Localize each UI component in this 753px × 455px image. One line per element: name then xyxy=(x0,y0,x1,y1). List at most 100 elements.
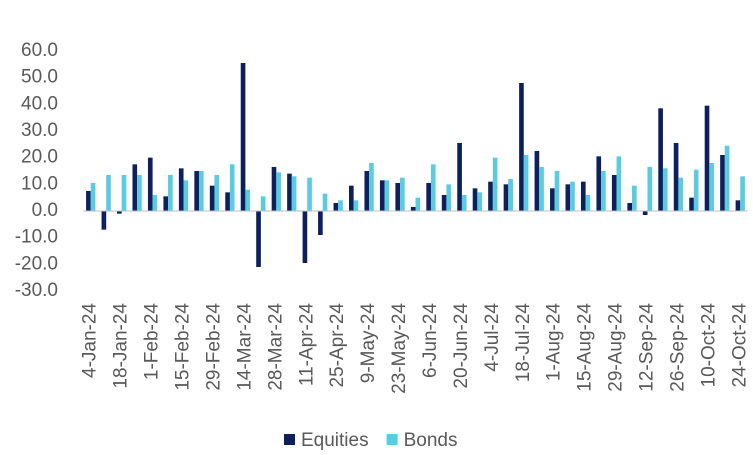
x-tick-label: 28-Mar-24 xyxy=(265,303,286,391)
x-tick-label: 29-Aug-24 xyxy=(606,303,627,392)
bar xyxy=(550,188,555,211)
bar xyxy=(554,171,560,211)
x-tick-label: 14-Mar-24 xyxy=(234,303,255,391)
x-tick-label: 1-Aug-24 xyxy=(544,303,565,382)
bar xyxy=(632,185,637,211)
y-tick-label: 50.0 xyxy=(21,67,58,88)
y-tick-label: 40.0 xyxy=(21,93,58,114)
bar xyxy=(488,181,493,211)
bar xyxy=(508,179,513,211)
bar xyxy=(472,188,478,211)
bar xyxy=(291,176,297,211)
bar xyxy=(627,203,633,211)
bar xyxy=(492,157,498,211)
bar xyxy=(580,181,586,211)
y-tick-label: 10.0 xyxy=(21,173,58,194)
x-tick-label: 6-Jun-24 xyxy=(420,303,441,378)
legend-swatch xyxy=(284,434,295,445)
bar xyxy=(322,193,328,211)
legend-swatch xyxy=(386,434,398,445)
x-tick-label: 20-Jun-24 xyxy=(451,303,472,389)
bar xyxy=(338,200,343,211)
bar xyxy=(302,211,308,263)
bar xyxy=(106,175,111,211)
bar xyxy=(214,175,220,211)
bar xyxy=(240,63,246,211)
x-tick-label: 15-Feb-24 xyxy=(173,303,194,391)
x-tick-label: 23-May-24 xyxy=(389,303,410,394)
legend-label: Bonds xyxy=(404,430,458,451)
y-tick-label: 0.0 xyxy=(32,200,58,221)
x-tick-label: 26-Sep-24 xyxy=(667,303,688,392)
bar xyxy=(271,167,277,211)
bar xyxy=(611,175,617,211)
y-tick-label: -10.0 xyxy=(15,227,58,248)
bar xyxy=(724,145,730,211)
x-tick-label: 25-Apr-24 xyxy=(327,303,348,388)
bar xyxy=(519,83,524,211)
bar xyxy=(693,169,699,211)
bar xyxy=(90,183,96,211)
bar xyxy=(642,211,648,215)
bar xyxy=(539,167,544,211)
x-tick-label: 4-Jul-24 xyxy=(482,303,503,372)
bar xyxy=(353,200,359,211)
bar xyxy=(720,155,725,211)
bar xyxy=(318,211,323,235)
bar xyxy=(415,197,421,211)
bar xyxy=(596,156,602,211)
bar xyxy=(132,164,138,211)
x-tick-label: 1-Feb-24 xyxy=(142,303,163,381)
bar xyxy=(245,189,251,211)
bar xyxy=(384,180,390,211)
bar xyxy=(534,151,540,211)
x-tick-label: 24-Oct-24 xyxy=(729,303,750,388)
bar xyxy=(333,203,339,211)
bar xyxy=(395,183,401,211)
bar xyxy=(209,185,215,211)
x-tick-label: 18-Jan-24 xyxy=(111,303,132,389)
bar xyxy=(441,195,447,211)
bar xyxy=(585,195,591,211)
x-tick-label: 29-Feb-24 xyxy=(203,303,224,391)
bar xyxy=(349,185,354,211)
bar xyxy=(565,184,571,211)
bar xyxy=(163,196,169,211)
bar xyxy=(225,192,230,211)
bar xyxy=(735,200,741,211)
bar xyxy=(601,171,606,211)
bar xyxy=(689,197,694,211)
bar xyxy=(229,164,235,211)
bar xyxy=(194,171,199,211)
bar xyxy=(256,211,261,267)
bar xyxy=(178,168,184,211)
bar xyxy=(461,195,467,211)
y-tick-label: -20.0 xyxy=(15,253,58,274)
bar xyxy=(658,108,663,211)
bar xyxy=(570,181,575,211)
bar xyxy=(704,105,710,211)
bar xyxy=(678,177,684,211)
bar xyxy=(121,175,127,211)
bar xyxy=(364,171,370,211)
bar xyxy=(400,177,405,211)
bar xyxy=(503,184,509,211)
y-tick-label: 30.0 xyxy=(21,120,58,141)
bar xyxy=(198,171,204,211)
bar xyxy=(430,164,436,211)
bar xyxy=(477,192,482,211)
bar xyxy=(673,143,679,211)
bar xyxy=(168,175,173,211)
bar xyxy=(523,155,529,211)
y-tick-label: 20.0 xyxy=(21,147,58,168)
bar xyxy=(183,180,189,211)
x-tick-label: 18-Jul-24 xyxy=(513,303,534,383)
bar xyxy=(369,163,374,211)
bar xyxy=(147,157,153,211)
x-tick-label: 4-Jan-24 xyxy=(80,303,101,378)
legend-label: Equities xyxy=(301,430,369,451)
bar xyxy=(379,180,385,211)
bar xyxy=(740,176,745,211)
bar xyxy=(307,177,312,211)
